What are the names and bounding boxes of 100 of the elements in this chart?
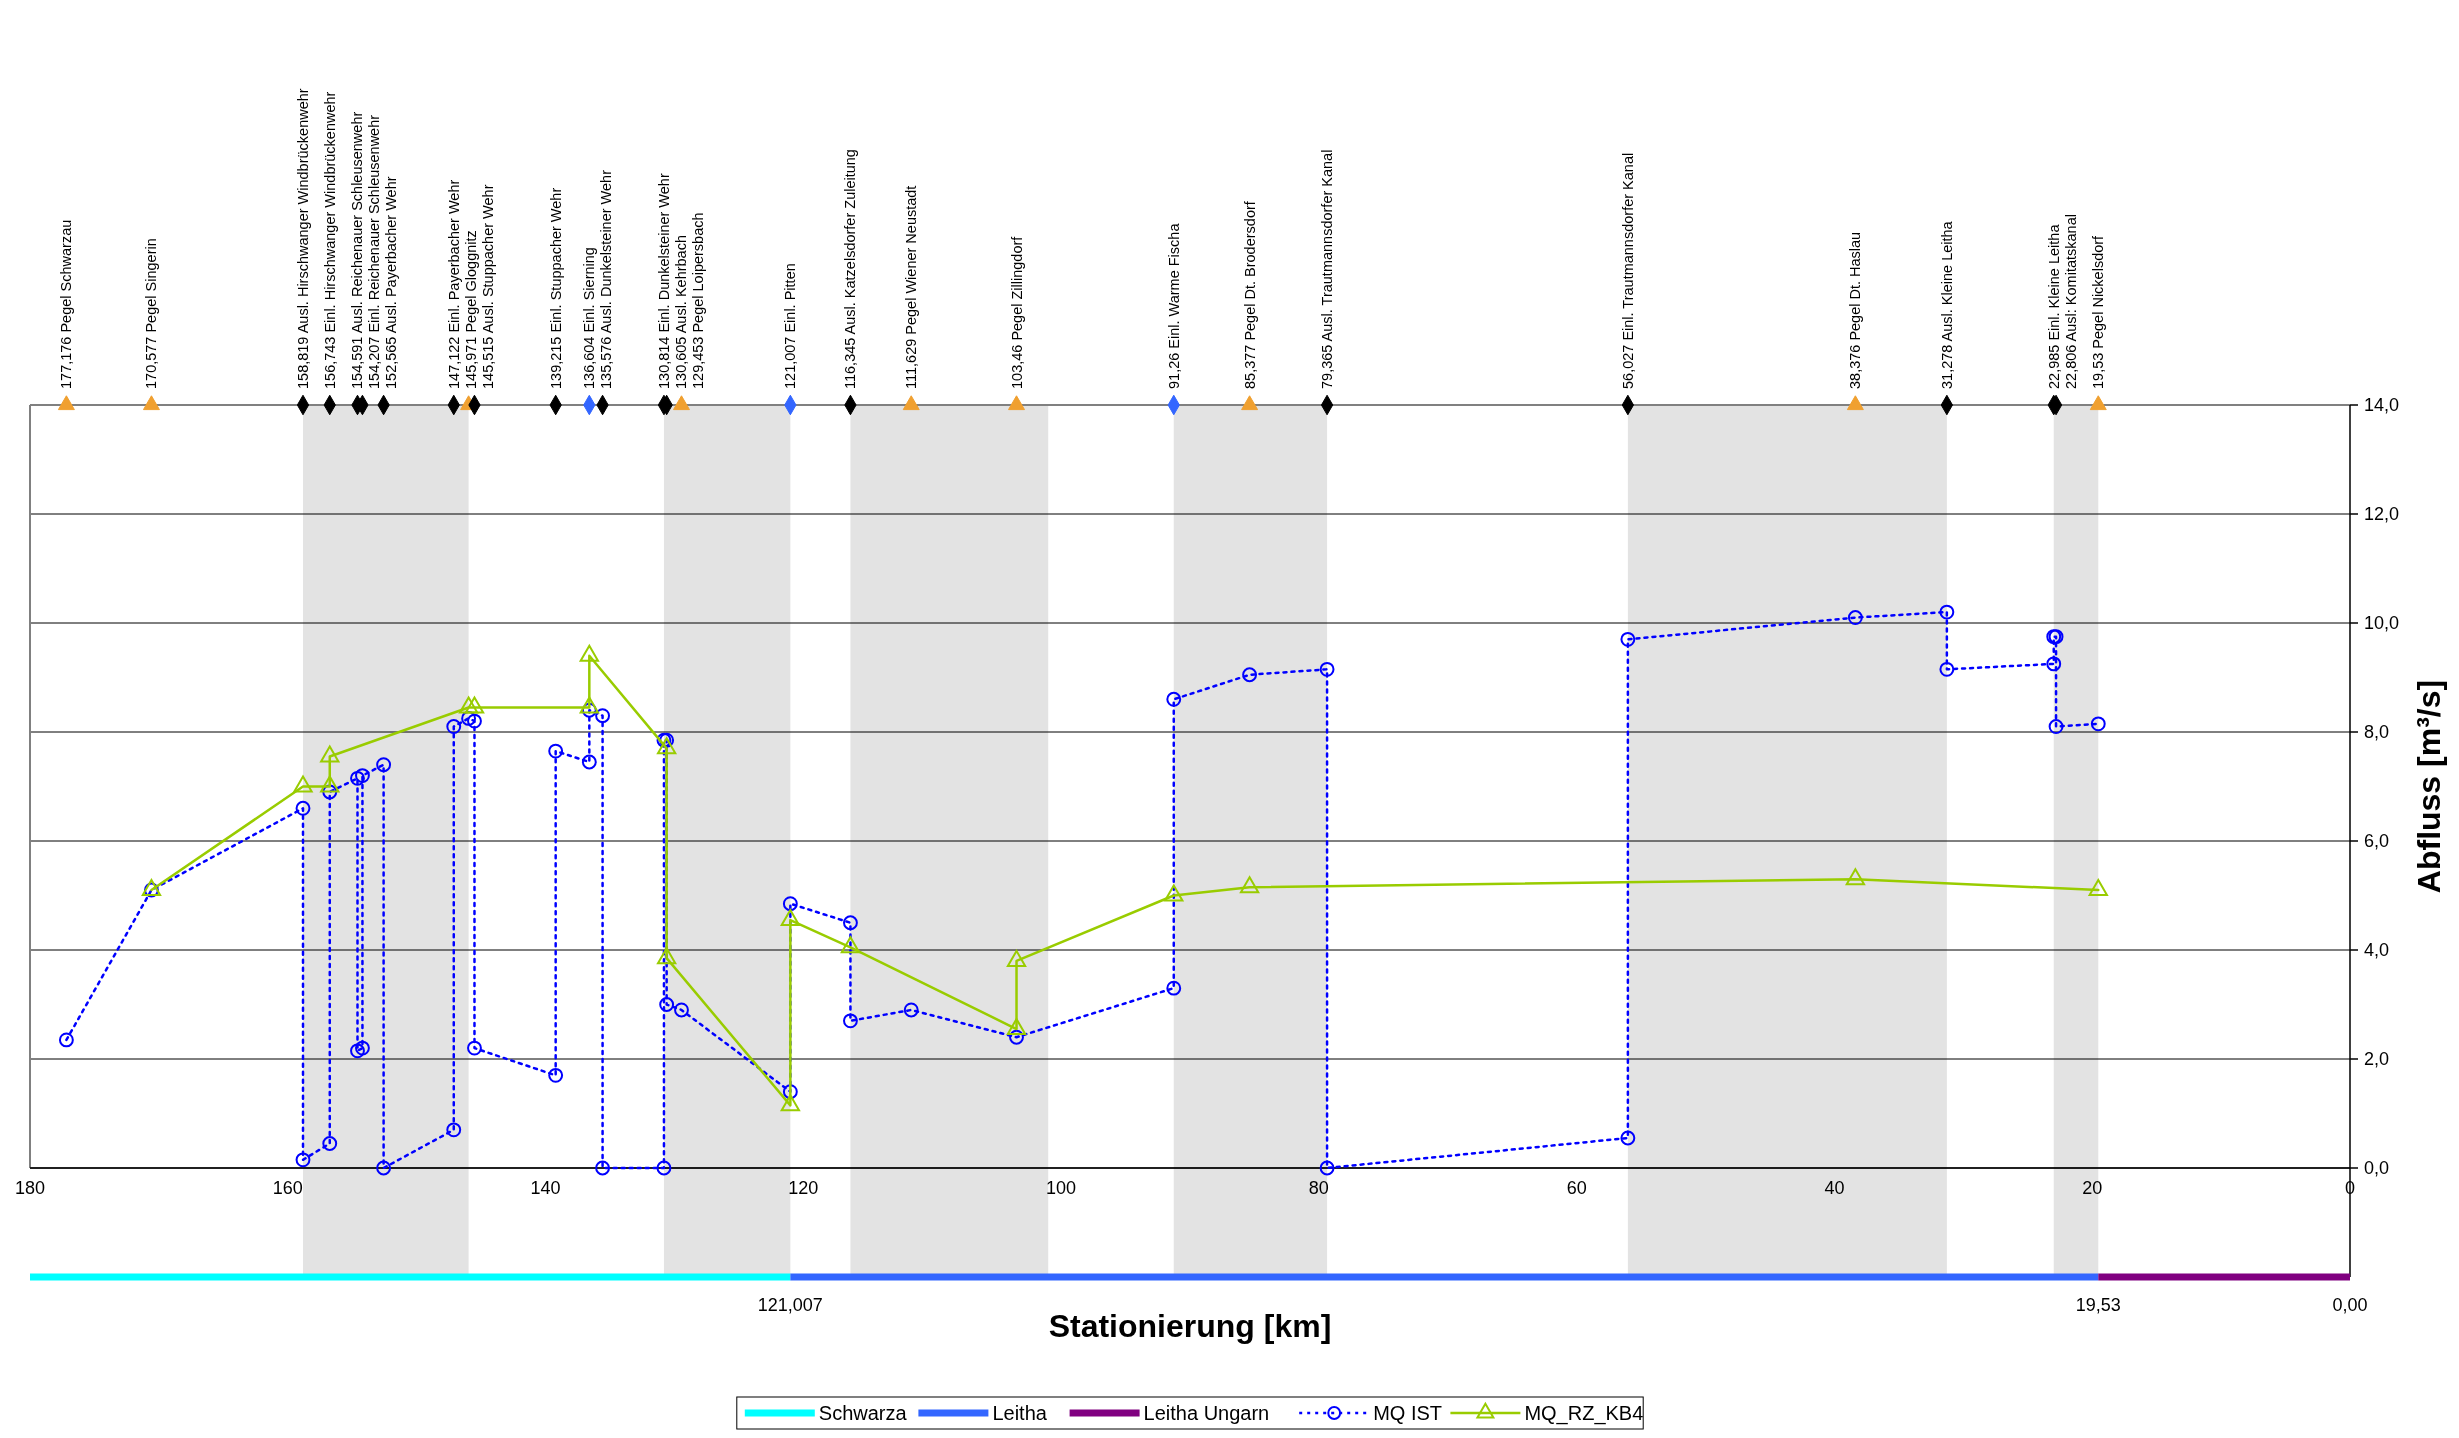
point	[1846, 395, 1864, 411]
point	[673, 395, 690, 411]
point	[2090, 716, 2106, 732]
point	[2089, 395, 2107, 411]
annotation: 116,345 Ausl. Katzelsdorfer Zuleitung	[842, 149, 859, 389]
legend-label: MQ IST	[1373, 1402, 1443, 1424]
point	[595, 1160, 611, 1176]
annotation: 136,604 Einl. Sierning	[581, 247, 598, 389]
point	[467, 1040, 482, 1056]
point	[355, 1040, 370, 1056]
point	[1008, 395, 1025, 411]
point	[376, 757, 392, 773]
y-axis-title: Abfluss [m³/s]	[2411, 679, 2447, 894]
point	[1241, 395, 1259, 411]
annotation: 79,365 Ausl. Trautmannsdorfer Kanal	[1319, 149, 1336, 389]
point	[659, 997, 675, 1012]
point	[782, 896, 798, 912]
point	[1847, 610, 1863, 625]
point	[322, 1136, 338, 1151]
legend-label: Leitha Ungarn	[1143, 1402, 1270, 1424]
annotation: 56,027 Einl. Trautmannsdorfer Kanal	[1619, 152, 1636, 389]
point	[595, 708, 611, 724]
annotation: 154,591 Ausl. Reichenauer Schleusenwehr	[349, 111, 366, 389]
annotation: 121,007 Einl. Pitten	[782, 263, 799, 389]
annotation: 154,207 Einl. Reichenauer Schleusenwehr	[366, 114, 383, 389]
point	[446, 1122, 462, 1138]
annotation: 91,26 Einl. Warme Fischa	[1165, 222, 1182, 389]
legend-label: MQ_RZ_KB4	[1524, 1402, 1644, 1425]
point	[1166, 691, 1182, 707]
point	[782, 1084, 798, 1100]
y-tick-label: 2,0	[2364, 1049, 2390, 1069]
point	[446, 719, 462, 734]
x-tick-label: 160	[272, 1178, 303, 1198]
annotation: 130,814 Einl. Dunkelsteiner Wehr	[655, 173, 672, 389]
point	[1620, 1130, 1636, 1146]
x-axis-title: Stationierung [km]	[1048, 1308, 1332, 1344]
point	[350, 770, 365, 786]
annotation: 177,176 Pegel Schwarzau	[58, 219, 75, 389]
annotation: 38,376 Pegel Dt. Haslau	[1847, 231, 1864, 389]
annotation: 139,215 Einl. Stuppacher Wehr	[547, 187, 564, 389]
point	[674, 1002, 689, 1018]
point	[1939, 661, 1955, 677]
x-tick-label: 140	[530, 1178, 561, 1198]
annotation: 145,971 Pegel Gloggnitz	[462, 230, 479, 389]
annotation: 152,565 Ausl. Payerbacher Wehr	[383, 176, 400, 389]
point	[142, 395, 160, 411]
point	[57, 395, 75, 411]
x-tick-label: 180	[14, 1178, 46, 1198]
point	[656, 1160, 672, 1176]
x-tick-label: 60	[1566, 1178, 1587, 1198]
y-tick-label: 12,0	[2364, 504, 2400, 524]
annotation: 158,819 Ausl. Hirschwanger Windbrückenwehr	[295, 88, 311, 389]
point	[58, 1032, 74, 1048]
point	[1319, 661, 1335, 677]
point	[355, 768, 370, 784]
point	[1620, 631, 1636, 647]
legend-label: Schwarza	[818, 1402, 908, 1424]
point	[843, 915, 858, 931]
annotation: 0,00	[2332, 1295, 2368, 1315]
point	[1939, 604, 1955, 620]
annotation: 130,605 Ausl. Kehrbach	[672, 235, 689, 389]
annotation: 22,985 Einl. Kleine Leitha	[2045, 223, 2062, 389]
annotation: 22,806 Ausl: Komitatskanal	[2062, 214, 2079, 389]
point	[350, 1043, 365, 1059]
point	[1009, 1029, 1024, 1045]
point	[295, 800, 311, 816]
point	[780, 909, 801, 927]
y-tick-label: 4,0	[2364, 940, 2390, 960]
x-tick-label: 20	[2082, 1178, 2103, 1198]
point	[376, 1160, 392, 1176]
point	[903, 1002, 919, 1018]
annotation: 147,122 Einl. Payerbacher Wehr	[445, 179, 462, 389]
annotation: 111,629 Pegel Wiener Neustadt	[903, 185, 920, 389]
annotation: 19,53	[2075, 1295, 2121, 1315]
y-tick-label: 10,0	[2364, 613, 2400, 633]
point	[548, 1067, 564, 1083]
annotation: 31,278 Ausl. Kleine Leitha	[1938, 220, 1955, 389]
point	[1242, 667, 1258, 683]
annotation: 103,46 Pegel Zillingdorf	[1008, 235, 1025, 389]
point	[548, 743, 564, 759]
annotation: 85,377 Pegel Dt. Brodersdorf	[1241, 200, 1258, 389]
y-tick-label: 8,0	[2364, 722, 2390, 742]
y-tick-label: 14,0	[2364, 395, 2400, 415]
point	[467, 713, 482, 729]
annotation: 156,743 Einl. Hirschwanger Windbrückenwehr	[321, 91, 338, 389]
legend-label: Leitha	[992, 1402, 1048, 1424]
point	[2088, 879, 2108, 897]
annotation: 19,53 Pegel Nickelsdorf	[2090, 234, 2107, 389]
point	[2048, 719, 2064, 734]
annotation: 135,576 Ausl. Dunkelsteiner Wehr	[598, 169, 615, 389]
point	[843, 1013, 858, 1029]
point	[461, 710, 477, 726]
x-tick-label: 120	[788, 1178, 819, 1198]
x-tick-label: 40	[1824, 1178, 1845, 1198]
annotation: 145,515 Ausl. Stuppacher Wehr	[479, 184, 496, 389]
point	[581, 754, 597, 770]
point	[1166, 980, 1182, 996]
y-tick-label: 0,0	[2364, 1158, 2390, 1178]
y-tick-label: 6,0	[2364, 831, 2390, 851]
point	[902, 395, 920, 411]
